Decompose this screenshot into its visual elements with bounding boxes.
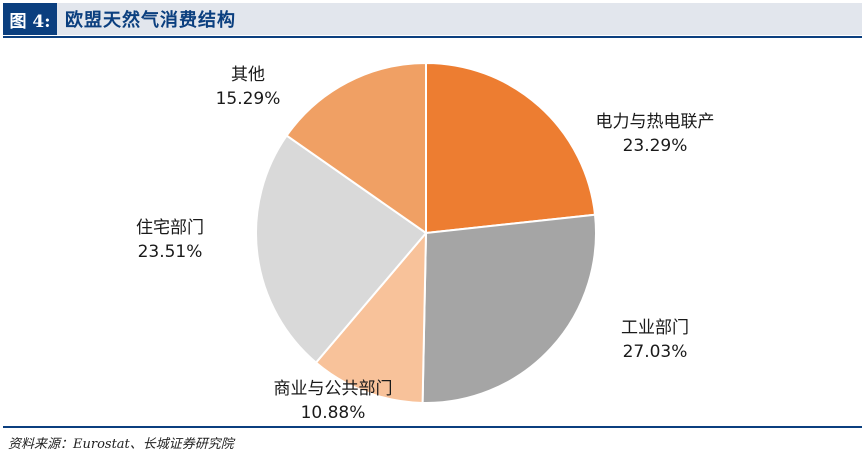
chart-area: 电力与热电联产 23.29% 工业部门 27.03% 商业与公共部门 10.88% 住宅部门… xyxy=(0,38,865,423)
slice-value-label-4: 23.51% xyxy=(138,242,203,262)
pie-slice-5 xyxy=(285,61,427,235)
header-divider xyxy=(3,36,862,38)
slice-name-label-5: 其他 xyxy=(231,65,265,85)
footer-divider xyxy=(3,426,862,428)
source-note: 资料来源：Eurostat、长城证券研究院 xyxy=(8,437,234,452)
pie-slices xyxy=(255,61,597,404)
figure-title-bar: 欧盟天然气消费结构 xyxy=(57,3,862,35)
slice-name-label-2: 工业部门 xyxy=(621,318,689,338)
pie-slice-4 xyxy=(255,134,428,365)
pie-chart: 电力与热电联产 23.29% 工业部门 27.03% 商业与公共部门 10.88% 住宅部门… xyxy=(136,61,715,423)
slice-name-label-4: 住宅部门 xyxy=(136,218,204,238)
pie-slice-1 xyxy=(425,61,597,235)
slice-name-label-1: 电力与热电联产 xyxy=(596,112,715,132)
chart-title: 欧盟天然气消费结构 xyxy=(65,10,236,31)
slice-name-label-3: 商业与公共部门 xyxy=(274,379,393,399)
slice-value-label-3: 10.88% xyxy=(301,403,366,423)
slice-value-label-1: 23.29% xyxy=(623,136,688,156)
figure-header: 图 4: 欧盟天然气消费结构 xyxy=(3,3,862,35)
slice-value-label-5: 15.29% xyxy=(216,89,281,109)
figure-number: 图 4: xyxy=(3,3,57,35)
pie-slice-2 xyxy=(421,213,597,404)
pie-slice-3 xyxy=(314,230,428,404)
slice-value-label-2: 27.03% xyxy=(623,342,688,362)
pie-labels: 电力与热电联产 23.29% 工业部门 27.03% 商业与公共部门 10.88% 住宅部门… xyxy=(136,65,715,423)
